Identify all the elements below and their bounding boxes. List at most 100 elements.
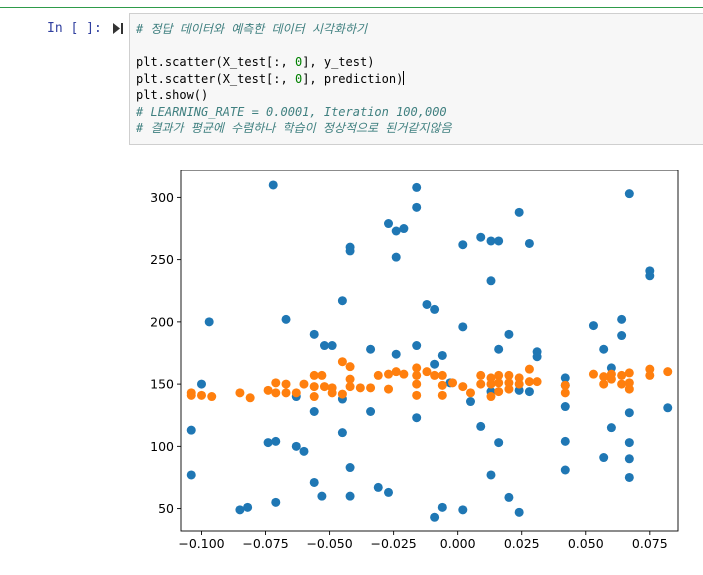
y-test-point	[412, 202, 422, 212]
prediction-point	[399, 369, 409, 379]
prediction-point	[196, 390, 206, 400]
y-test-point	[560, 465, 570, 475]
prediction-point	[299, 379, 309, 389]
y-test-point	[645, 271, 655, 281]
y-test-point	[617, 314, 627, 324]
prediction-point	[384, 369, 394, 379]
prediction-point	[504, 370, 514, 380]
y-test-point	[599, 344, 609, 354]
code-text: plt.scatter(X_test[:,	[136, 55, 295, 69]
y-test-point	[299, 446, 309, 456]
code-text: plt.show()	[136, 88, 209, 102]
prediction-point	[663, 367, 673, 377]
y-test-point	[196, 379, 206, 389]
prediction-point	[355, 383, 365, 393]
y-test-point	[309, 477, 319, 487]
code-text: ], y_test)	[302, 55, 375, 69]
prediction-point	[263, 385, 273, 395]
prediction-point	[373, 370, 383, 380]
y-test-point	[268, 180, 278, 190]
prediction-point	[476, 370, 486, 380]
code-line: # 정답 데이터와 예측한 데이터 시각화하기	[136, 21, 452, 38]
y-test-point	[617, 331, 627, 341]
y-test-point	[430, 359, 440, 369]
prediction-point	[245, 393, 255, 403]
y-test-point	[524, 238, 534, 248]
prediction-point	[319, 382, 329, 392]
y-test-point	[235, 505, 245, 515]
y-test-point	[271, 436, 281, 446]
prediction-point	[430, 370, 440, 380]
prediction-point	[606, 374, 616, 384]
code-editor[interactable]: # 정답 데이터와 예측한 데이터 시각화하기 plt.scatter(X_tes…	[136, 21, 452, 137]
y-test-point	[458, 505, 468, 515]
y-test-point	[663, 403, 673, 413]
prediction-point	[309, 370, 319, 380]
y-tick-label: 200	[150, 314, 174, 329]
y-test-point	[373, 482, 383, 492]
y-tick-label: 100	[150, 439, 174, 454]
code-line: plt.show()	[136, 87, 452, 104]
x-tick-label: −0.050	[306, 536, 352, 551]
y-test-point	[366, 406, 376, 416]
y-test-point	[476, 421, 486, 431]
prediction-point	[281, 388, 291, 398]
prediction-point	[486, 392, 496, 402]
y-test-point	[514, 207, 524, 217]
y-test-point	[624, 408, 634, 418]
prediction-point	[291, 388, 301, 398]
y-test-point	[624, 454, 634, 464]
prediction-point	[524, 364, 534, 374]
prediction-point	[327, 388, 337, 398]
code-text: ], prediction)	[302, 71, 404, 86]
y-test-point	[345, 246, 355, 256]
y-test-point	[504, 329, 514, 339]
prediction-point	[345, 362, 355, 372]
y-tick-label: 150	[150, 377, 174, 392]
prediction-point	[514, 379, 524, 389]
y-test-point	[560, 402, 570, 412]
y-test-point	[494, 438, 504, 448]
y-test-point	[319, 341, 329, 351]
prediction-point	[235, 388, 245, 398]
y-test-point	[588, 321, 598, 331]
y-test-point	[391, 349, 401, 359]
y-test-point	[391, 226, 401, 236]
prediction-point	[624, 378, 634, 388]
prediction-point	[337, 389, 347, 399]
y-test-point	[337, 428, 347, 438]
y-test-point	[494, 344, 504, 354]
y-tick-label: 50	[158, 501, 174, 516]
y-test-point	[243, 502, 253, 512]
code-cell[interactable]: # 정답 데이터와 예측한 데이터 시각화하기 plt.scatter(X_tes…	[129, 13, 703, 145]
y-test-point	[263, 438, 273, 448]
prediction-point	[309, 392, 319, 402]
run-cell-icon[interactable]	[112, 22, 124, 35]
y-test-point	[422, 299, 432, 309]
prediction-point	[504, 384, 514, 394]
y-test-point	[458, 322, 468, 332]
code-number: 0	[294, 71, 303, 86]
y-test-point	[345, 491, 355, 501]
y-test-point	[366, 344, 376, 354]
prediction-point	[337, 357, 347, 367]
prediction-point	[437, 390, 447, 400]
prediction-point	[271, 378, 281, 388]
prediction-point	[207, 392, 217, 402]
prediction-point	[617, 379, 627, 389]
prediction-point	[588, 369, 598, 379]
y-test-point	[437, 350, 447, 360]
y-test-point	[465, 397, 475, 407]
y-test-point	[384, 487, 394, 497]
y-test-point	[430, 512, 440, 522]
y-test-point	[486, 276, 496, 286]
prediction-point	[617, 370, 627, 380]
prediction-point	[384, 384, 394, 394]
y-test-point	[271, 497, 281, 507]
prediction-point	[532, 377, 542, 387]
prediction-point	[437, 370, 447, 380]
y-test-point	[186, 470, 196, 480]
prediction-point	[465, 388, 475, 398]
prediction-point	[486, 379, 496, 389]
y-test-point	[504, 492, 514, 502]
